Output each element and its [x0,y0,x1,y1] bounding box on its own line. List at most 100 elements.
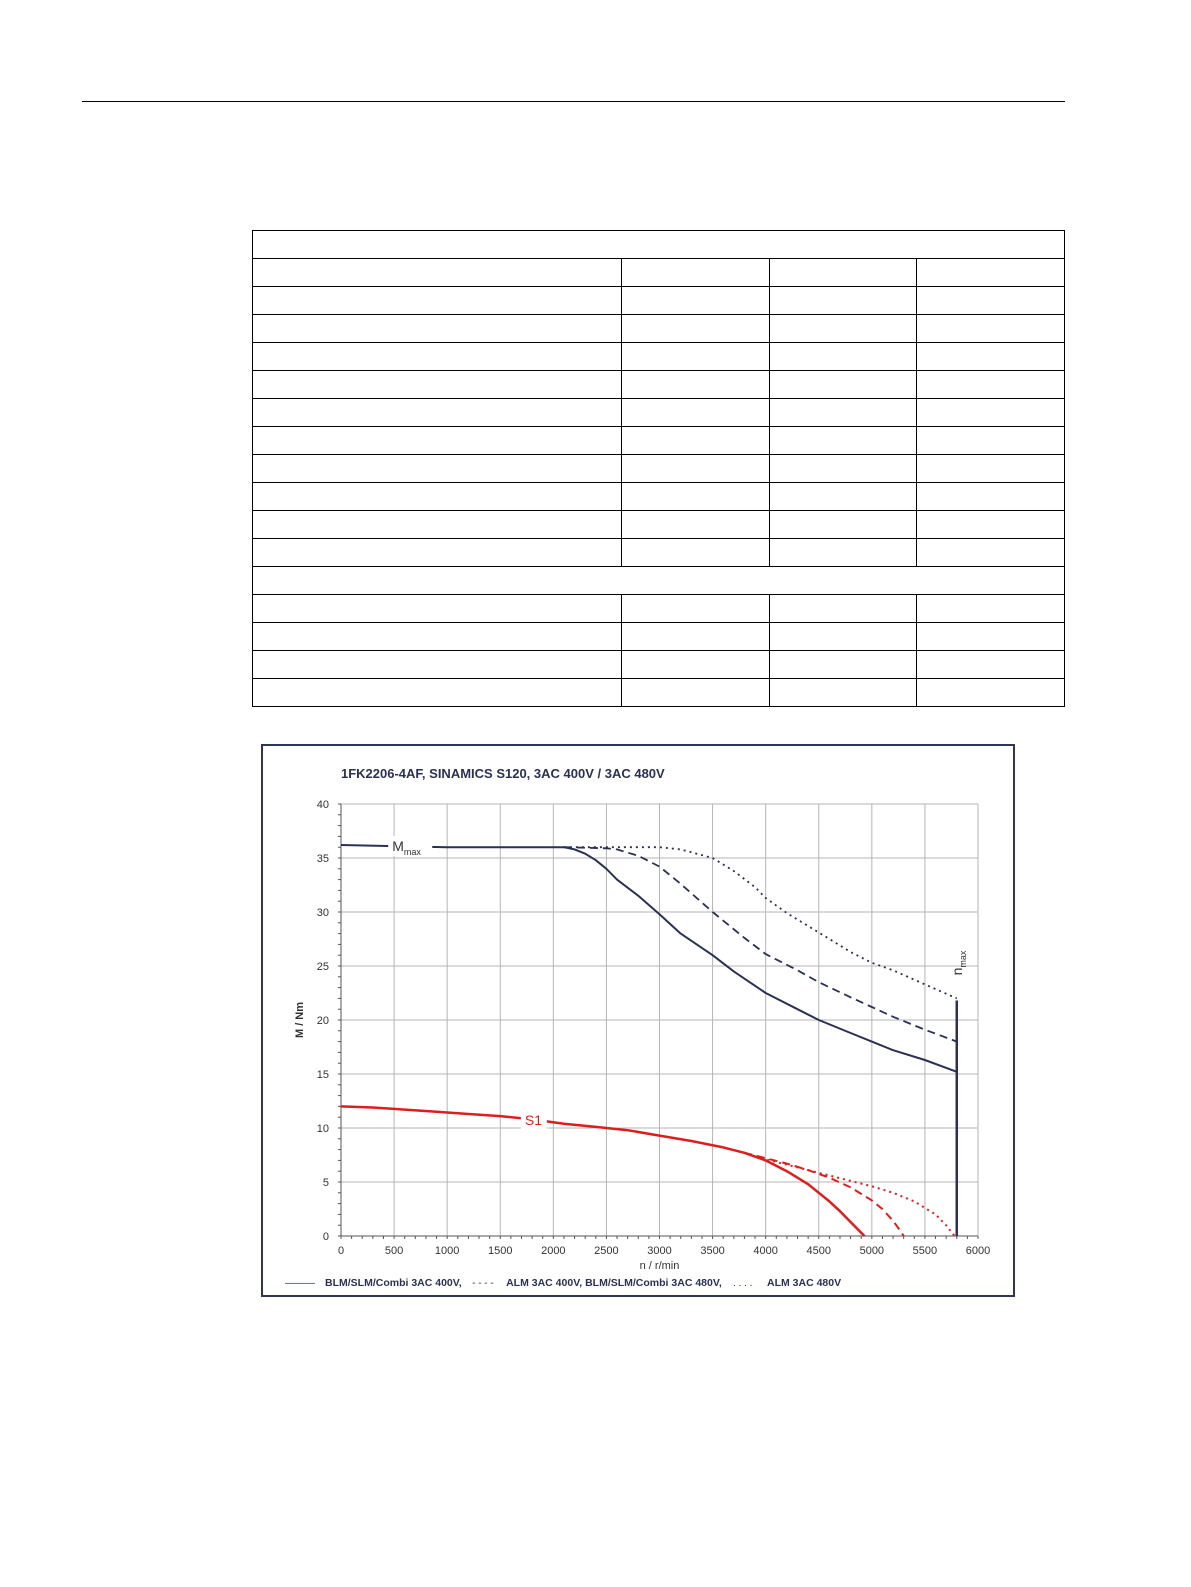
s1-dashed-line [744,1151,905,1237]
table-cell [768,482,918,511]
y-tick-label: 40 [317,799,329,811]
legend-label-solid: BLM/SLM/Combi 3AC 400V, [325,1277,462,1289]
table-cell [916,594,1065,623]
legend-label-dotted: ALM 3AC 480V [767,1277,841,1289]
x-axis-label: n / r/min [640,1260,680,1272]
table-cell [251,342,623,371]
table-cell [916,314,1065,343]
x-tick-label: 5000 [860,1245,884,1257]
legend-label-dashed: ALM 3AC 400V, BLM/SLM/Combi 3AC 480V, [506,1277,722,1289]
table-cell [621,650,770,679]
table-cell [621,510,770,539]
chart-title: 1FK2206-4AF, SINAMICS S120, 3AC 400V / 3… [341,766,665,781]
x-tick-label: 3500 [700,1245,724,1257]
mmax-label-bg [388,836,433,857]
table-cell [251,286,623,315]
torque-speed-chart: 1FK2206-4AF, SINAMICS S120, 3AC 400V / 3… [285,766,990,1289]
x-tick-label: 5500 [913,1245,937,1257]
table-cell [251,314,623,343]
table-row [251,510,1065,539]
x-tick-label: 1000 [435,1245,459,1257]
legend-symbol-dashed: - - - - [472,1278,494,1289]
table-cell [768,286,918,315]
table-cell [768,650,918,679]
table-row [251,482,1065,511]
y-tick-label: 30 [317,907,329,919]
chart-frame: 1FK2206-4AF, SINAMICS S120, 3AC 400V / 3… [261,744,1015,1297]
table-cell [916,258,1065,287]
table-cell [251,650,623,679]
table-cell [621,622,770,651]
table-cell [916,482,1065,511]
table-cell [621,594,770,623]
table-row [251,398,1065,427]
table-row [251,426,1065,455]
table-section-cell [252,566,1065,595]
nmax-label: nmax [949,950,968,975]
x-tick-label: 4000 [753,1245,777,1257]
x-tick-label: 3000 [647,1245,671,1257]
series-lines [340,844,959,1237]
table-cell [251,370,623,399]
y-tick-label: 15 [317,1069,329,1081]
y-tick-label: 35 [317,853,329,865]
table-cell [251,538,623,567]
table-cell [251,398,623,427]
table-cell [916,650,1065,679]
nmax-label-sub: max [958,950,968,968]
axis-labels: 0 500 1000 1500 2000 2500 3000 3500 4000 4500 5000… [294,799,990,1272]
table-cell [916,622,1065,651]
table-row [251,454,1065,483]
table-row [251,314,1065,343]
table-cell [251,454,623,483]
table-row [251,622,1065,651]
table-cell [768,510,918,539]
table-cell [768,454,918,483]
table-row [251,678,1065,707]
y-tick-label: 10 [317,1123,329,1135]
table-cell [916,342,1065,371]
table-cell [768,622,918,651]
table-cell [621,342,770,371]
table-cell [916,454,1065,483]
x-tick-label: 2500 [594,1245,618,1257]
axes [338,803,979,1239]
table-cell [916,678,1065,707]
table-cell [621,258,770,287]
table-cell [251,426,623,455]
table-cell [251,622,623,651]
table-cell [768,538,918,567]
legend-symbol-dotted: . . . . [733,1278,752,1289]
table-cell [621,370,770,399]
table-cell [916,510,1065,539]
table-cell [768,678,918,707]
table-row [251,258,1065,287]
table-cell [768,342,918,371]
table-cell [621,538,770,567]
y-axis-label: M / Nm [294,1002,306,1038]
table-row [251,538,1065,567]
mmax-solid-line [340,844,958,1073]
x-tick-label: 6000 [966,1245,990,1257]
x-tick-label: 500 [385,1245,403,1257]
table-row [251,650,1065,679]
s1-dotted-line [744,1151,956,1237]
table-cell [251,678,623,707]
table-row [252,566,1065,595]
table-cell [621,454,770,483]
table-cell [916,538,1065,567]
header-rule [82,101,1065,102]
table-cell [916,398,1065,427]
table-cell [621,286,770,315]
table-row [252,230,1065,259]
table-cell [621,678,770,707]
table-cell [251,594,623,623]
table-section-cell [252,230,1065,259]
table-cell [916,286,1065,315]
y-tick-label: 5 [323,1177,329,1189]
table-cell [621,314,770,343]
grid-lines [340,803,979,1237]
y-tick-label: 0 [323,1231,329,1243]
table-cell [768,314,918,343]
